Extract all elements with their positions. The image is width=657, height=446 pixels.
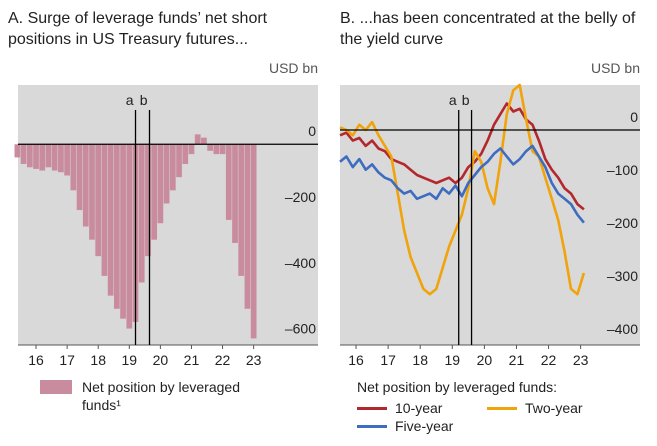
bar [33,144,39,169]
x-tick-label: 22 [215,352,231,368]
event-label: a [449,92,457,108]
legend-label: Two-year [525,400,583,416]
legend-item: Five-year [357,417,487,435]
bar [39,144,46,171]
bar [176,144,182,178]
legend-swatch [357,406,387,410]
legend-swatch [40,380,72,394]
event-label: a [126,92,134,108]
x-tick-label: 19 [445,352,461,368]
y-tick-label: –400 [607,321,638,337]
y-tick-label: –100 [607,162,638,178]
bar [213,144,220,155]
bar [238,144,245,276]
y-tick-label: –600 [285,321,316,337]
y-unit: USD bn [269,60,318,76]
x-tick-label: 19 [122,352,138,368]
y-tick-label: 0 [630,109,638,125]
x-tick-label: 18 [412,352,428,368]
x-tick-label: 17 [380,352,396,368]
bar [26,144,33,168]
bar [126,144,133,329]
x-tick-label: 18 [90,352,106,368]
bar [76,144,83,211]
x-tick-label: 21 [184,352,200,368]
bar [107,144,114,296]
line [339,83,586,296]
bar [163,144,170,204]
bar [169,144,176,191]
legend-label: Five-year [395,418,454,434]
x-tick-label: 23 [573,352,589,368]
y-tick-label: –300 [607,268,638,284]
x-tick-label: 23 [246,352,262,368]
bar [194,134,201,145]
bar [95,144,102,257]
x-tick-label: 16 [28,352,44,368]
x-tick-label: 20 [153,352,169,368]
bar [201,137,207,145]
legend-swatch [357,424,387,428]
bar [114,144,120,309]
panel-title: A. Surge of leverage funds’ net short po… [8,10,268,48]
bar [120,144,126,319]
x-tick-label: 22 [541,352,557,368]
bar [157,144,164,224]
bar [82,144,89,227]
legend: Net position by leveraged funds¹ [40,378,267,414]
y-unit: USD bn [591,60,640,76]
y-tick-label: –200 [285,189,316,205]
y-tick-label: 0 [308,123,316,139]
bar [51,144,58,171]
bar [219,144,226,155]
bar [138,144,145,283]
bar [151,144,158,240]
bar [14,144,21,158]
plot-area [18,85,318,345]
bar [244,144,251,309]
legend-item: Net position by leveraged funds¹ [40,378,267,414]
bar [250,144,257,339]
legend-swatch [487,406,517,410]
legend-label: Net position by leveraged funds¹ [82,379,240,413]
bar [70,144,77,191]
y-tick-label: –200 [607,215,638,231]
bar [58,144,64,173]
x-tick-label: 21 [509,352,525,368]
x-tick-label: 16 [348,352,364,368]
legend-item: 10-year [357,399,487,417]
bar [188,144,195,155]
bar [232,144,238,243]
plot-area [340,85,640,345]
line [339,102,585,211]
bar [182,144,189,164]
event-label: b [140,92,148,108]
legend-title: Net position by leveraged funds: [357,379,558,395]
bar [64,144,70,176]
panel-title: B. ...has been concentrated at the belly… [340,10,636,48]
legend: Net position by leveraged funds: 10-year… [357,378,637,435]
legend-items: 10-year Two-year Five-year [357,399,637,435]
event-label: b [462,92,470,108]
x-tick-label: 17 [59,352,75,368]
legend-item: Two-year [487,399,637,417]
bar [89,144,95,240]
y-tick-label: –400 [285,255,316,271]
bar [207,144,213,151]
bar [45,144,52,168]
bar [225,144,232,220]
bar [101,144,108,276]
line [339,144,585,224]
bar [145,144,151,257]
bar [20,144,27,164]
x-tick-label: 20 [477,352,493,368]
legend-label: 10-year [395,400,443,416]
